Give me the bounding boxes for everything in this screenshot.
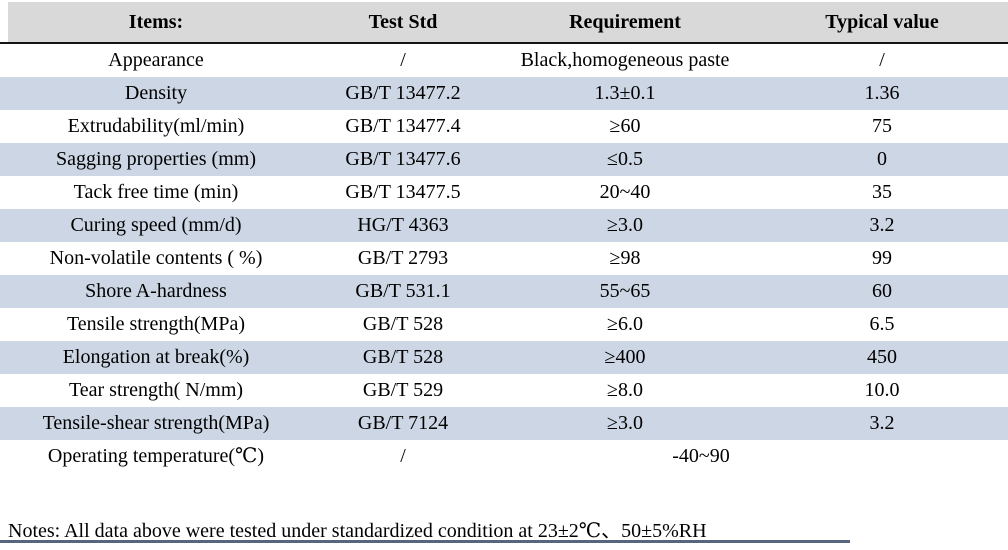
table-row: Shore A-hardness GB/T 531.1 55~65 60: [0, 275, 1008, 308]
test-std-cell: /: [400, 445, 406, 467]
item-cell: Appearance: [108, 49, 204, 71]
typical-value-cell: 75: [872, 115, 892, 137]
requirement-cell: ≥400: [604, 346, 646, 368]
table-row: Curing speed (mm/d) HG/T 4363 ≥3.0 3.2: [0, 209, 1008, 242]
typical-value-cell: /: [879, 49, 885, 71]
column-header-items: Items:: [0, 2, 312, 43]
item-cell: Elongation at break(%): [62, 346, 250, 368]
item-cell: Operating temperature(℃): [47, 445, 265, 467]
requirement-cell: ≤0.5: [607, 148, 643, 170]
notes-text: Notes: All data above were tested under …: [8, 520, 707, 542]
typical-value-cell: 35: [872, 181, 892, 203]
typical-value-cell: 1.36: [864, 82, 900, 104]
item-cell: Sagging properties (mm): [56, 148, 256, 170]
column-header-test-std: Test Std: [312, 2, 494, 43]
typical-value-cell: 6.5: [869, 313, 895, 335]
test-std-cell: GB/T 13477.2: [345, 82, 461, 104]
item-cell: Tensile-shear strength(MPa): [42, 412, 270, 434]
typical-value-cell: 3.2: [869, 412, 895, 434]
requirement-cell: -40~90: [672, 445, 730, 467]
requirement-cell: ≥6.0: [607, 313, 643, 335]
column-header-typical-value: Typical value: [756, 2, 1008, 43]
item-cell: Shore A-hardness: [85, 280, 227, 302]
table-row: Density GB/T 13477.2 1.3±0.1 1.36: [0, 77, 1008, 110]
item-cell: Tear strength( N/mm): [68, 379, 244, 401]
requirement-cell: ≥60: [609, 115, 641, 137]
product-spec-table: Items: Test Std Requirement Typical valu…: [0, 2, 1008, 473]
test-std-cell: GB/T 2793: [357, 247, 449, 269]
requirement-cell: ≥3.0: [607, 412, 643, 434]
test-std-cell: GB/T 531.1: [355, 280, 451, 302]
test-std-cell: GB/T 13477.4: [345, 115, 461, 137]
requirement-cell: 20~40: [599, 181, 651, 203]
test-std-cell: GB/T 13477.6: [345, 148, 461, 170]
item-cell: Extrudability(ml/min): [67, 115, 245, 137]
requirement-cell: ≥98: [609, 247, 641, 269]
typical-value-cell: 3.2: [869, 214, 895, 236]
table-row: Tensile strength(MPa) GB/T 528 ≥6.0 6.5: [0, 308, 1008, 341]
table-row: Appearance / Black,homogeneous paste /: [0, 43, 1008, 77]
item-cell: Tensile strength(MPa): [66, 313, 245, 335]
test-std-cell: HG/T 4363: [357, 214, 449, 236]
test-std-cell: GB/T 7124: [357, 412, 449, 434]
test-std-cell: GB/T 13477.5: [345, 181, 461, 203]
table-row: Non-volatile contents ( %) GB/T 2793 ≥98 99: [0, 242, 1008, 275]
column-header-requirement: Requirement: [494, 2, 756, 43]
item-cell: Tack free time (min): [73, 181, 239, 203]
spec-table-header: Items: Test Std Requirement Typical valu…: [0, 2, 1008, 43]
cutoff-bottom-bar: [0, 540, 850, 543]
test-std-cell: GB/T 528: [362, 313, 444, 335]
typical-value-cell: 450: [867, 346, 897, 368]
table-row: Tear strength( N/mm) GB/T 529 ≥8.0 10.0: [0, 374, 1008, 407]
requirement-cell: ≥8.0: [607, 379, 643, 401]
typical-value-cell: 99: [872, 247, 892, 269]
typical-value-cell: 10.0: [864, 379, 900, 401]
table-row: Operating temperature(℃) / -40~90: [0, 440, 1008, 473]
requirement-cell: 1.3±0.1: [594, 82, 656, 104]
table-row: Sagging properties (mm) GB/T 13477.6 ≤0.5 0: [0, 143, 1008, 176]
test-std-cell: GB/T 528: [362, 346, 444, 368]
test-std-cell: /: [400, 49, 406, 71]
item-cell: Curing speed (mm/d): [70, 214, 242, 236]
typical-value-cell: 60: [872, 280, 892, 302]
table-row: Tensile-shear strength(MPa) GB/T 7124 ≥3.0…: [0, 407, 1008, 440]
header-row: Items: Test Std Requirement Typical valu…: [0, 2, 1008, 43]
requirement-cell: 55~65: [599, 280, 651, 302]
spec-table-body: Appearance / Black,homogeneous paste / Densi…: [0, 43, 1008, 473]
requirement-cell: Black,homogeneous paste: [520, 49, 730, 71]
item-cell: Density: [124, 82, 188, 104]
item-cell: Non-volatile contents ( %): [49, 247, 263, 269]
requirement-cell: ≥3.0: [607, 214, 643, 236]
typical-value-cell: 0: [877, 148, 887, 170]
table-row: Elongation at break(%) GB/T 528 ≥400 450: [0, 341, 1008, 374]
table-row: Tack free time (min) GB/T 13477.5 20~40 35: [0, 176, 1008, 209]
table-row: Extrudability(ml/min) GB/T 13477.4 ≥60 75: [0, 110, 1008, 143]
test-std-cell: GB/T 529: [362, 379, 444, 401]
